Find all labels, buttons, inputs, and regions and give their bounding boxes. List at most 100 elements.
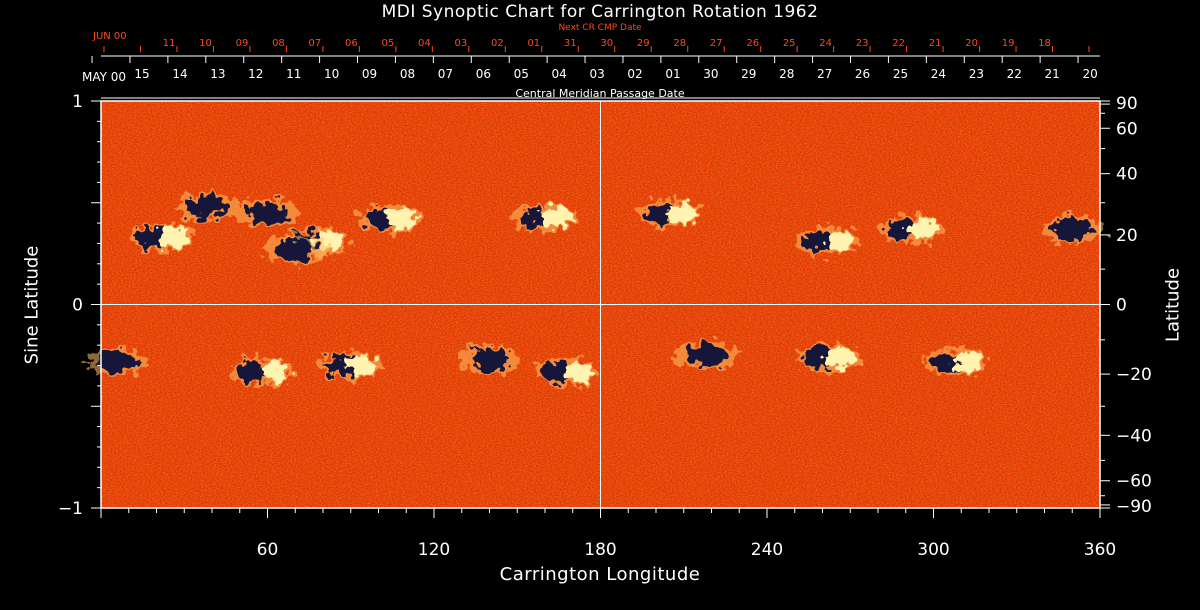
- positive-polarity-spot: [908, 219, 939, 240]
- positive-polarity-spot: [159, 227, 190, 248]
- active-region: [879, 215, 944, 244]
- next-cmp-date-label: 30: [600, 38, 613, 49]
- cmp-date-label: 11: [286, 67, 301, 81]
- active-region: [673, 341, 738, 370]
- next-cmp-date-label: 04: [418, 38, 431, 49]
- active-region: [229, 357, 294, 386]
- cmp-date-label: 15: [134, 67, 149, 81]
- x-tick-label: 240: [751, 540, 783, 560]
- active-region: [85, 347, 150, 376]
- next-cmp-date-label: 18: [1038, 38, 1051, 49]
- next-cmp-date-label: 09: [236, 38, 249, 49]
- next-cmp-date-label: 02: [491, 38, 504, 49]
- cmp-date-label: 09: [362, 67, 377, 81]
- y-tick-label-right: −40: [1116, 426, 1152, 446]
- cmp-date-label: 24: [931, 67, 946, 81]
- next-cr-cmp-date-label: Next CR CMP Date: [558, 23, 642, 33]
- y-tick-label-right: 40: [1116, 165, 1138, 185]
- x-tick-label: 60: [257, 540, 279, 560]
- positive-polarity-spot: [386, 209, 417, 230]
- x-tick-label: 360: [1084, 540, 1116, 560]
- positive-polarity-spot: [825, 347, 856, 368]
- active-region: [457, 345, 522, 374]
- y-tick-label-right: 0: [1116, 296, 1127, 316]
- next-cmp-date-label: 01: [527, 38, 540, 49]
- active-region: [637, 198, 702, 227]
- negative-polarity-spot: [520, 206, 550, 227]
- negative-polarity-spot: [685, 344, 726, 367]
- x-tick-label: 120: [418, 540, 450, 560]
- chart-title: MDI Synoptic Chart for Carrington Rotati…: [381, 2, 819, 22]
- positive-polarity-spot: [825, 231, 856, 252]
- negative-polarity-spot: [247, 201, 288, 224]
- active-region: [513, 202, 577, 231]
- active-region: [796, 343, 861, 372]
- cmp-date-label: 10: [324, 67, 339, 81]
- cmp-date-label: 27: [817, 67, 832, 81]
- positive-polarity-spot: [564, 361, 595, 382]
- positive-polarity-spot: [258, 361, 289, 382]
- next-cr-month-label: JUN 00: [93, 31, 127, 42]
- negative-polarity-spot: [542, 361, 573, 382]
- negative-polarity-spot: [886, 219, 917, 240]
- cmp-date-label: 21: [1045, 67, 1060, 81]
- cmp-date-label: 03: [589, 67, 604, 81]
- active-regions: [85, 192, 1105, 386]
- active-region: [263, 235, 328, 264]
- negative-polarity-spot: [186, 195, 227, 218]
- y-tick-label-right: −60: [1116, 472, 1152, 492]
- cmp-date-label: 29: [741, 67, 756, 81]
- cmp-date-label: 23: [969, 67, 984, 81]
- cmp-date-label: 25: [893, 67, 908, 81]
- active-region: [535, 357, 600, 386]
- y-tick-label-right: 90: [1116, 94, 1138, 114]
- next-cmp-date-label: 28: [673, 38, 686, 49]
- next-cmp-date-label: 22: [892, 38, 905, 49]
- active-region: [357, 205, 422, 234]
- next-cmp-date-label: 07: [309, 38, 322, 49]
- active-region: [235, 198, 300, 227]
- positive-polarity-spot: [347, 355, 378, 376]
- positive-polarity-spot: [542, 206, 572, 227]
- cmp-date-label: 04: [552, 67, 567, 81]
- negative-polarity-spot: [644, 202, 675, 223]
- next-cmp-date-label: 21: [929, 38, 942, 49]
- positive-polarity-spot: [666, 202, 697, 223]
- cmp-date-label: 05: [514, 67, 529, 81]
- cmp-date-label: 14: [172, 67, 187, 81]
- negative-polarity-spot: [97, 350, 138, 373]
- active-region: [1040, 215, 1105, 244]
- cmp-date-label: 08: [400, 67, 415, 81]
- negative-polarity-spot: [1052, 218, 1093, 241]
- negative-polarity-spot: [364, 209, 395, 230]
- cmp-date-label: 12: [248, 67, 263, 81]
- cmp-month-label: MAY 00: [82, 70, 127, 84]
- cmp-date-label: 07: [438, 67, 453, 81]
- next-cmp-date-label: 26: [746, 38, 759, 49]
- active-region: [174, 192, 239, 221]
- next-cmp-date-label: 24: [819, 38, 832, 49]
- next-cmp-date-label: 20: [965, 38, 978, 49]
- y-tick-label-right: −20: [1116, 365, 1152, 385]
- cmp-date-label: 26: [855, 67, 870, 81]
- negative-polarity-spot: [275, 238, 316, 261]
- cmp-date-label: 13: [210, 67, 225, 81]
- active-region: [796, 227, 861, 256]
- negative-polarity-spot: [236, 361, 267, 382]
- x-tick-label: 300: [917, 540, 949, 560]
- negative-polarity-spot: [803, 347, 834, 368]
- cmp-date-label: 01: [665, 67, 680, 81]
- x-axis-label: Carrington Longitude: [499, 564, 701, 585]
- next-cmp-date-label: 05: [382, 38, 395, 49]
- negative-polarity-spot: [803, 231, 834, 252]
- next-cmp-date-label: 06: [345, 38, 358, 49]
- active-region: [923, 347, 988, 376]
- cmp-date-label: 02: [627, 67, 642, 81]
- cmp-date-label: 28: [779, 67, 794, 81]
- cmp-date-label: 22: [1007, 67, 1022, 81]
- y-tick-label-left: 1: [72, 92, 83, 112]
- chart-marks: 60 120 180 240 300 36010−1906040200−20−40−60−…: [58, 38, 1152, 560]
- negative-polarity-spot: [325, 355, 356, 376]
- next-cmp-date-label: 03: [454, 38, 467, 49]
